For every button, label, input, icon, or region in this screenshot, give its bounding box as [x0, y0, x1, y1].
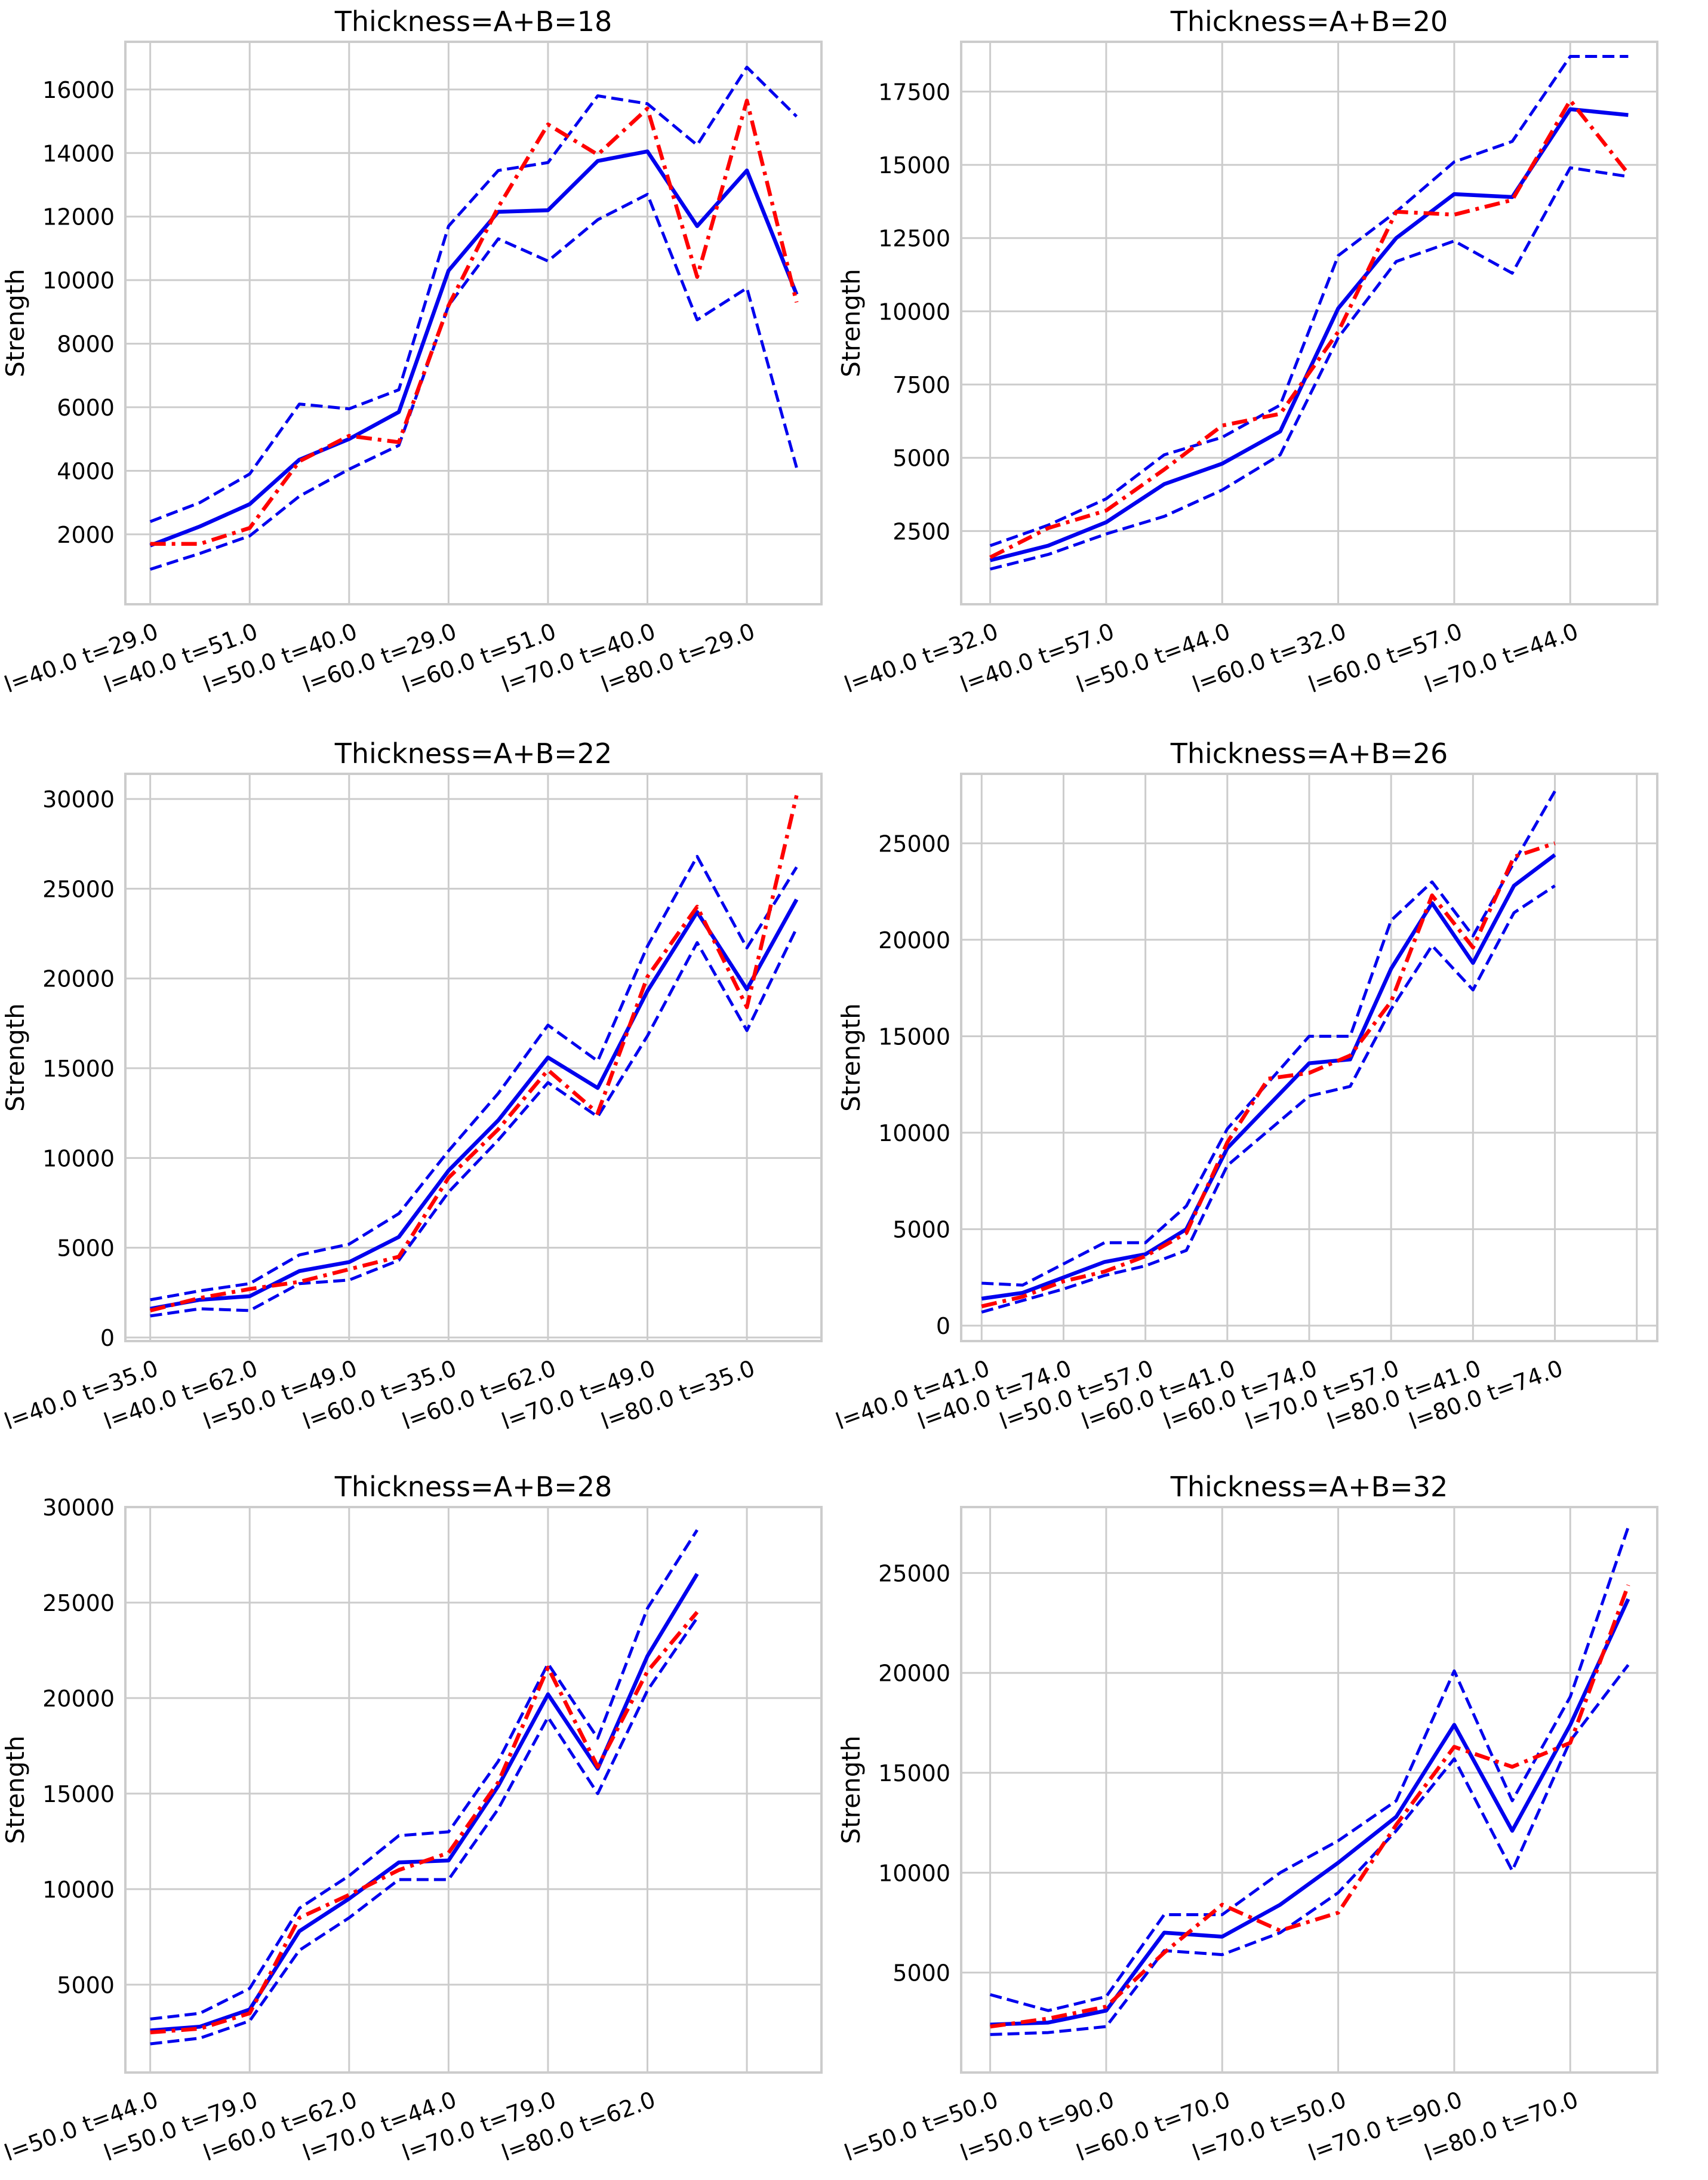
- y-tick-label: 10000: [878, 299, 950, 325]
- series-line-upper: [981, 790, 1556, 1287]
- series-line-mean: [989, 107, 1629, 562]
- y-tick-label: 30000: [42, 1495, 115, 1521]
- y-tick-label: 5000: [893, 445, 950, 472]
- series-line-actual: [150, 1610, 699, 2035]
- series-line-lower: [150, 1617, 698, 2046]
- y-tick-label: 7500: [893, 372, 950, 398]
- y-tick-label: 10000: [42, 1877, 115, 1903]
- y-tick-label: 25000: [42, 1590, 115, 1616]
- y-tick-label: 0: [936, 1313, 950, 1339]
- series-line-lower: [150, 927, 798, 1318]
- y-tick-label: 15000: [878, 1023, 950, 1050]
- series-line-mean: [981, 853, 1556, 1301]
- y-tick-label: 16000: [42, 77, 115, 103]
- y-tick-label: 2000: [57, 522, 115, 548]
- y-tick-label: 12000: [42, 204, 115, 230]
- axes-frame: [960, 773, 1658, 1342]
- series-line-upper: [989, 55, 1629, 548]
- series-line-mean: [150, 1573, 699, 2033]
- chart-panel-1: Thickness=A+B=18 2000 4000 6000 8000 10000 120…: [1, 5, 823, 698]
- chart-title: Thickness=A+B=32: [1170, 1471, 1448, 1503]
- y-axis-label: Strength: [1, 1003, 30, 1112]
- series-line-upper: [150, 854, 798, 1302]
- series-line-actual: [989, 98, 1630, 559]
- y-tick-label: 25000: [878, 831, 950, 857]
- axes-frame: [124, 1506, 823, 2074]
- series-line-mean: [990, 1598, 1630, 2027]
- y-tick-label: 25000: [42, 876, 115, 902]
- chart-panel-2: Thickness=A+B=20 2500 5000 7500 10000 12500 15…: [836, 5, 1658, 698]
- series-line-actual: [150, 99, 799, 546]
- series-line-actual: [149, 795, 799, 1313]
- y-tick-label: 10000: [878, 1120, 950, 1146]
- series-line-upper: [149, 66, 798, 523]
- y-tick-label: 15000: [878, 1760, 950, 1787]
- y-tick-label: 5000: [57, 1972, 115, 1998]
- y-tick-label: 20000: [878, 927, 950, 954]
- series-line-lower: [149, 192, 798, 571]
- axes-frame: [124, 773, 823, 1342]
- y-tick-label: 17500: [878, 79, 950, 105]
- chart-panel-5: Thickness=A+B=28 5000 10000 15000 20000 25000…: [1, 1471, 823, 2166]
- y-tick-label: 0: [100, 1325, 115, 1351]
- chart-panel-4: Thickness=A+B=26 0 5000 10000 15000 20000 2500…: [832, 737, 1658, 1435]
- axes-frame: [960, 1506, 1658, 2074]
- y-tick-label: 10000: [42, 1145, 115, 1172]
- chart-title: Thickness=A+B=20: [1170, 5, 1448, 38]
- y-axis-label: Strength: [1, 1736, 30, 1844]
- y-tick-label: 20000: [878, 1661, 950, 1687]
- y-tick-label: 5000: [893, 1217, 950, 1243]
- y-axis-label: Strength: [836, 269, 866, 377]
- series-line-upper: [150, 1529, 698, 2021]
- chart-title: Thickness=A+B=22: [334, 737, 613, 770]
- series-line-mean: [149, 149, 799, 548]
- y-tick-label: 25000: [878, 1560, 950, 1586]
- y-tick-label: 10000: [878, 1860, 950, 1886]
- series-line-lower: [990, 1664, 1630, 2036]
- series-line-mean: [150, 898, 799, 1311]
- y-tick-label: 15000: [878, 152, 950, 179]
- axes-frame: [960, 41, 1658, 605]
- series-line-actual: [981, 841, 1556, 1309]
- y-tick-label: 8000: [57, 331, 115, 358]
- series-line-actual: [990, 1584, 1630, 2029]
- chart-title: Thickness=A+B=26: [1170, 737, 1448, 770]
- series-line-lower: [981, 884, 1556, 1314]
- y-axis-label: Strength: [836, 1003, 866, 1112]
- chart-panel-3: Thickness=A+B=22 0 5000 10000 15000 20000 2500…: [1, 737, 823, 1435]
- y-tick-label: 12500: [878, 226, 950, 252]
- y-tick-label: 30000: [42, 786, 115, 813]
- y-tick-label: 20000: [42, 966, 115, 992]
- y-tick-label: 20000: [42, 1686, 115, 1712]
- y-tick-label: 15000: [42, 1056, 115, 1082]
- y-axis-label: Strength: [836, 1736, 866, 1844]
- y-tick-label: 14000: [42, 140, 115, 167]
- y-tick-label: 4000: [57, 458, 115, 484]
- chart-panel-6: Thickness=A+B=32 5000 10000 15000 20000 25000…: [836, 1471, 1658, 2166]
- y-tick-label: 2500: [893, 518, 950, 545]
- y-tick-label: 6000: [57, 395, 115, 421]
- series-line-lower: [989, 166, 1629, 571]
- y-tick-label: 5000: [893, 1960, 950, 1987]
- y-tick-label: 5000: [57, 1235, 115, 1262]
- chart-title: Thickness=A+B=28: [334, 1471, 613, 1503]
- y-axis-label: Strength: [1, 269, 30, 377]
- axes-frame: [124, 41, 823, 605]
- y-tick-label: 15000: [42, 1781, 115, 1807]
- series-line-upper: [989, 1526, 1630, 2012]
- chart-title: Thickness=A+B=18: [334, 5, 613, 38]
- y-tick-label: 10000: [42, 267, 115, 294]
